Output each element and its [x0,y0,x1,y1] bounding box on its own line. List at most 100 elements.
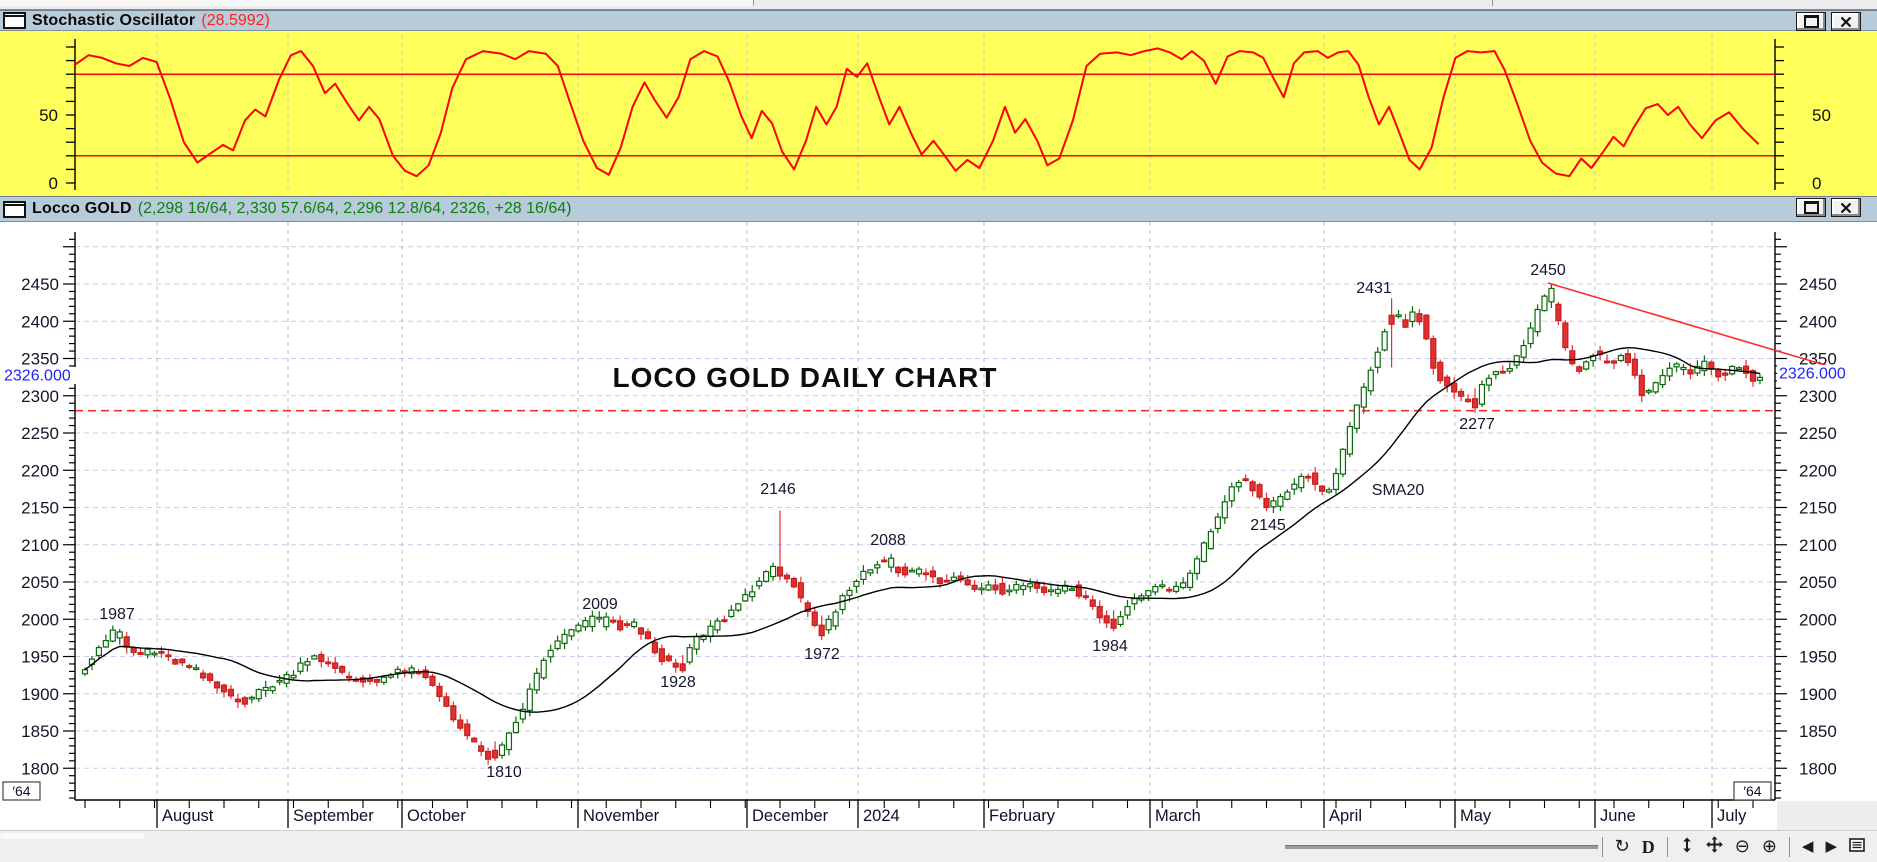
svg-text:May: May [1460,807,1492,825]
gold-candlestick-chart: 1800 1800 1850 1850 1900 1900 1950 1950 2000 2000… [2,222,1877,830]
statusbar-left-panel [0,833,145,839]
scroll-left-icon[interactable]: ◀ [1796,839,1820,854]
svg-text:2150: 2150 [1799,499,1837,518]
chart-title: LOCO GOLD DAILY CHART [612,362,997,393]
svg-text:1850: 1850 [21,722,59,741]
svg-text:2200: 2200 [21,461,59,480]
toolbar-panel-edge [0,0,754,6]
toolbar-separator [1492,0,1493,6]
svg-text:1810: 1810 [486,764,522,781]
svg-text:September: September [293,807,374,825]
vertical-scale-icon[interactable] [1674,837,1700,857]
gold-window-titlebar[interactable]: Locco GOLD (2,298 16/64, 2,330 57.6/64, … [0,196,1877,222]
svg-text:2350: 2350 [21,350,59,369]
sma-line [84,346,1761,713]
zoom-in-icon[interactable]: ⊕ [1756,837,1783,856]
svg-text:1800: 1800 [1799,759,1837,778]
chart-annotations: 1987 1810 2009 1928 2146 1972 2088 1984 2145 SMA2… [99,262,1566,781]
date-axis: August September October November December 20… [84,800,1877,830]
svg-text:2146: 2146 [760,481,796,498]
stoch-axes: 0 0 50 50 [39,39,1831,193]
svg-text:50: 50 [39,106,58,125]
stochastic-window-titlebar[interactable]: Stochastic Oscillator (28.5992) [0,10,1877,31]
svg-text:December: December [752,807,829,825]
top-toolbar-strip [0,0,1877,10]
svg-text:1972: 1972 [804,646,840,663]
svg-text:2050: 2050 [21,573,59,592]
svg-text:November: November [583,807,660,825]
svg-text:2100: 2100 [21,536,59,555]
svg-text:April: April [1329,807,1362,825]
stoch-reference-lines [75,73,1775,157]
svg-text:50: 50 [1812,106,1831,125]
fraction-unit-boxes: ′64 ′64 [2,781,1772,801]
close-icon [1840,16,1852,27]
zoom-out-icon[interactable]: ⊖ [1729,837,1756,856]
stochastic-plot-area[interactable]: 0 0 50 50 [0,31,1877,196]
svg-text:August: August [162,807,214,825]
svg-text:1928: 1928 [660,674,696,691]
maximize-button[interactable] [1796,12,1826,31]
list-icon[interactable] [1843,837,1871,856]
status-bar: ↻ D ⊖ ⊕ ◀ ▶ [0,830,1877,862]
last-price-labels: 2326.000 2326.000 [2,365,1855,385]
svg-text:2200: 2200 [1799,461,1837,480]
svg-text:2024: 2024 [863,807,900,825]
svg-text:2450: 2450 [1799,275,1837,294]
stochastic-chart: 0 0 50 50 [39,35,1831,193]
svg-text:2326.000: 2326.000 [1779,366,1846,383]
svg-text:1950: 1950 [1799,648,1837,667]
svg-text:2100: 2100 [1799,536,1837,555]
svg-text:March: March [1155,807,1201,825]
svg-text:2009: 2009 [582,596,618,613]
stochastic-window-title: Stochastic Oscillator [32,11,196,29]
statusbar-separator [1601,836,1603,857]
svg-text:1800: 1800 [21,759,59,778]
candles-layer [81,284,1764,765]
gold-axes: 1800 1800 1850 1850 1900 1900 1950 1950 2000 2000… [21,232,1837,801]
svg-text:June: June [1600,807,1636,825]
svg-text:2088: 2088 [870,532,906,549]
svg-text:1950: 1950 [21,648,59,667]
maximize-icon [1803,201,1819,214]
svg-text:2350: 2350 [1799,350,1837,369]
svg-text:0: 0 [1812,174,1821,193]
svg-text:2300: 2300 [1799,387,1837,406]
svg-text:′64: ′64 [12,783,30,799]
timeframe-daily-button[interactable]: D [1636,838,1661,856]
svg-text:2277: 2277 [1459,416,1495,433]
svg-text:2000: 2000 [1799,610,1837,629]
statusbar-separator [1666,836,1668,857]
horizontal-scrollbar[interactable] [1285,845,1598,849]
svg-text:2326.000: 2326.000 [4,368,71,385]
svg-text:2000: 2000 [21,610,59,629]
svg-text:2145: 2145 [1250,517,1286,534]
svg-text:2250: 2250 [21,424,59,443]
maximize-button[interactable] [1796,198,1826,217]
close-button[interactable] [1831,12,1861,31]
stochastic-value: (28.5992) [201,11,270,29]
stochastic-line [74,47,1759,178]
statusbar-separator [1788,836,1790,857]
svg-text:1987: 1987 [99,606,135,623]
close-icon [1840,202,1852,213]
gold-gridlines [75,222,1775,800]
window-icon [3,200,26,218]
close-button[interactable] [1831,198,1861,217]
svg-text:2400: 2400 [1799,312,1837,331]
svg-text:1984: 1984 [1092,638,1128,655]
refresh-icon[interactable]: ↻ [1609,837,1636,856]
svg-text:0: 0 [49,174,58,193]
svg-text:2300: 2300 [21,387,59,406]
svg-text:2450: 2450 [21,275,59,294]
svg-text:2450: 2450 [1530,262,1566,279]
pan-move-icon[interactable] [1700,836,1729,857]
scroll-right-icon[interactable]: ▶ [1819,839,1843,854]
svg-text:′64: ′64 [1743,783,1761,799]
stoch-gridlines [156,35,1713,190]
maximize-icon [1803,15,1819,28]
gold-plot-area[interactable]: 1800 1800 1850 1850 1900 1900 1950 1950 2000 2000… [0,222,1877,830]
svg-text:SMA20: SMA20 [1372,482,1425,499]
svg-text:October: October [407,807,466,825]
svg-text:1900: 1900 [21,685,59,704]
